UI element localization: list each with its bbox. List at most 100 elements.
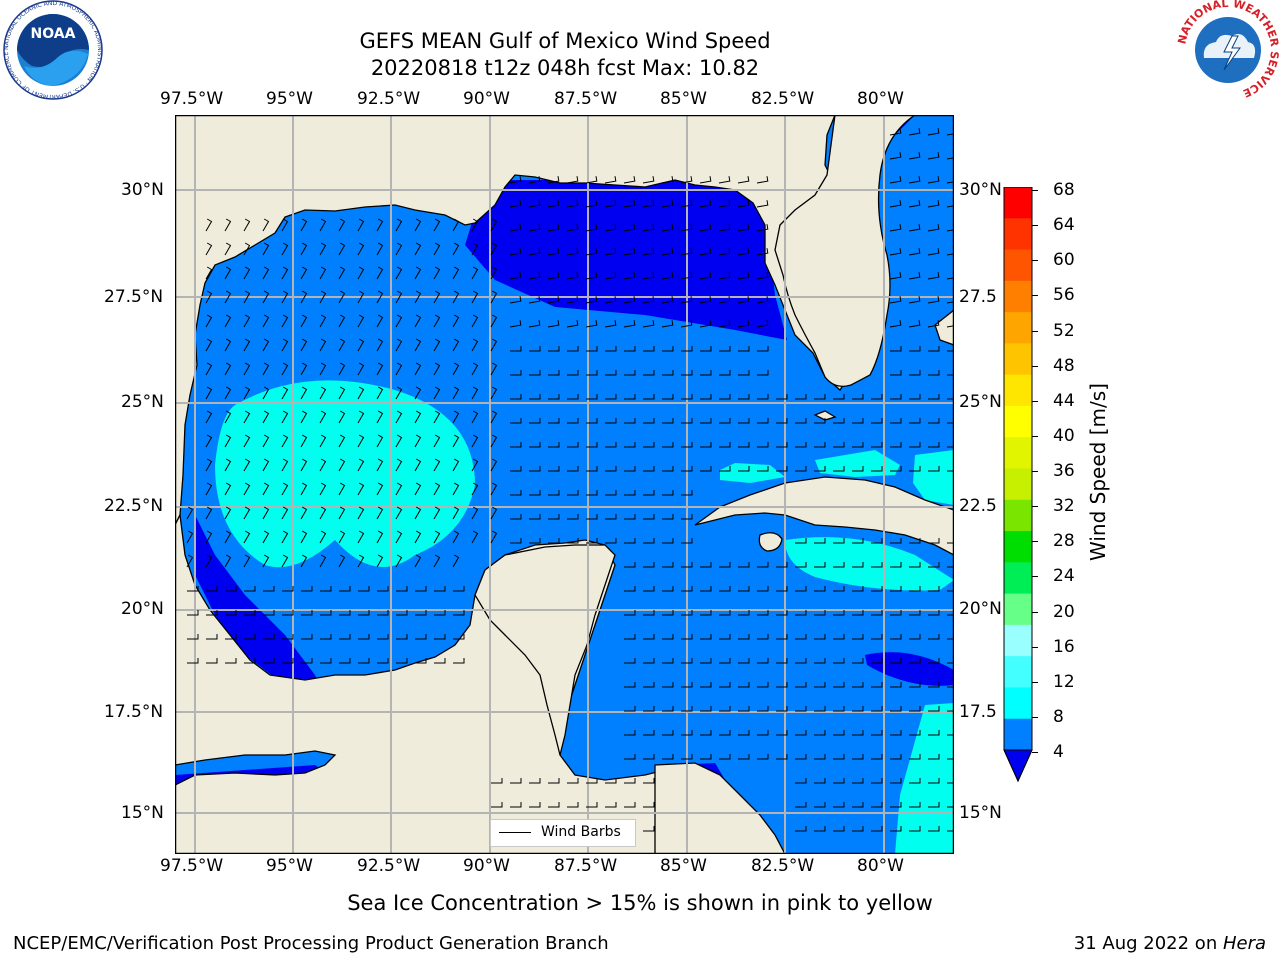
- wind-barb: [776, 562, 788, 568]
- wind-barb: [205, 314, 213, 328]
- wind-barb: [757, 370, 769, 376]
- wind-barb: [928, 394, 940, 400]
- wind-barb: [396, 658, 408, 664]
- wind-barb: [358, 586, 370, 592]
- wind-barb: [281, 530, 289, 544]
- wind-barb: [909, 826, 921, 832]
- footer-machine: Hera: [1222, 933, 1266, 954]
- wind-barb: [947, 734, 954, 736]
- wind-barb: [224, 458, 232, 472]
- wind-barb: [737, 272, 750, 280]
- wind-barb: [623, 224, 636, 232]
- wind-barb: [890, 346, 902, 352]
- chart-subtitle: 20220818 t12z 048h fcst Max: 10.82: [370, 56, 760, 80]
- wind-barb: [433, 458, 441, 472]
- wind-barb: [624, 802, 636, 808]
- wind-barb: [414, 242, 422, 256]
- lat-label: 25°N: [121, 392, 164, 412]
- wind-barb: [605, 346, 617, 352]
- wind-barb: [585, 224, 598, 232]
- wind-barb: [928, 562, 940, 568]
- wind-barb: [338, 554, 346, 568]
- colorbar-svg: [1003, 186, 1033, 783]
- wind-barb: [928, 634, 940, 640]
- wind-barb: [585, 272, 598, 280]
- wind-barb: [452, 434, 460, 448]
- map-panel: [174, 114, 955, 855]
- wind-barb: [624, 442, 636, 448]
- wind-barb: [947, 350, 954, 352]
- wind-barb: [567, 466, 579, 472]
- wind-barb: [814, 634, 826, 640]
- wind-barb: [662, 394, 674, 400]
- wind-barb: [852, 418, 864, 424]
- wind-barb: [852, 826, 864, 832]
- wind-barb: [319, 482, 327, 496]
- wind-barb: [243, 386, 251, 400]
- wind-barb: [642, 200, 655, 208]
- wind-barb: [605, 490, 617, 496]
- wind-barb: [490, 218, 498, 232]
- wind-barb: [909, 778, 921, 784]
- wind-barb: [357, 218, 365, 232]
- wind-barb: [605, 802, 617, 808]
- wind-barb: [737, 176, 750, 184]
- wind-barb: [300, 242, 308, 256]
- wind-barb: [643, 418, 655, 424]
- wind-barb: [623, 248, 636, 256]
- wind-barb: [642, 224, 655, 232]
- colorbar-segment: [1004, 343, 1032, 376]
- wind-barb: [510, 778, 522, 784]
- wind-barb: [890, 418, 902, 424]
- wind-barb: [662, 490, 674, 496]
- colorbar-segment: [1004, 562, 1032, 595]
- wind-barb: [776, 658, 788, 664]
- wind-barb: [281, 506, 289, 520]
- wind-barb: [243, 506, 251, 520]
- wind-barb: [490, 530, 498, 544]
- wind-barb: [547, 224, 560, 232]
- wind-barb: [319, 434, 327, 448]
- wind-barb: [795, 754, 807, 760]
- wind-barb: [395, 530, 403, 544]
- wind-barb: [947, 806, 954, 808]
- wind-barb: [471, 218, 479, 232]
- wind-barb: [889, 320, 902, 328]
- wind-barb: [262, 290, 270, 304]
- wind-barb: [357, 410, 365, 424]
- lon-label: 80°W: [857, 856, 904, 876]
- colorbar-tick-mark: [1032, 330, 1038, 332]
- wind-barb: [357, 482, 365, 496]
- wind-barb: [738, 586, 750, 592]
- wind-barb: [433, 242, 441, 256]
- wind-barb: [795, 562, 807, 568]
- wind-barb: [244, 610, 256, 616]
- wind-barb: [699, 224, 712, 232]
- wind-barb: [186, 530, 194, 544]
- wind-barb: [889, 128, 902, 136]
- wind-barb: [262, 338, 270, 352]
- colorbar-tick-mark: [1032, 471, 1038, 472]
- wind-barb: [433, 290, 441, 304]
- wind-barb: [719, 394, 731, 400]
- wind-barb: [947, 782, 954, 784]
- wind-barb: [357, 290, 365, 304]
- wind-barb: [756, 320, 769, 328]
- wind-barb: [700, 418, 712, 424]
- wind-barb: [205, 482, 213, 496]
- wind-barb: [661, 200, 674, 208]
- wind-barb: [490, 362, 498, 376]
- wind-barb: [433, 338, 441, 352]
- wind-barb: [662, 466, 674, 472]
- wind-barb: [224, 290, 232, 304]
- wind-barb: [376, 290, 384, 304]
- colorbar-tick-label: 28: [1053, 531, 1075, 552]
- wind-barb: [604, 296, 617, 304]
- wind-barb: [927, 200, 940, 208]
- colorbar-tick-label: 40: [1053, 425, 1075, 446]
- colorbar-tick-mark: [1032, 716, 1038, 718]
- wind-barb: [871, 778, 883, 784]
- wind-barb: [605, 394, 617, 400]
- wind-barb: [737, 200, 750, 208]
- wind-barb: [319, 458, 327, 472]
